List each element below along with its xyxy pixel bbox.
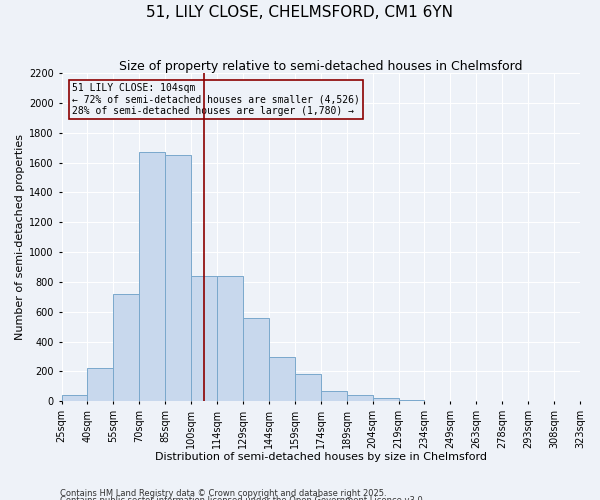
Bar xyxy=(269,356,295,402)
Text: 51 LILY CLOSE: 104sqm
← 72% of semi-detached houses are smaller (4,526)
28% of s: 51 LILY CLOSE: 104sqm ← 72% of semi-deta… xyxy=(72,83,360,116)
Bar xyxy=(295,374,321,402)
Bar xyxy=(139,152,165,402)
Bar xyxy=(398,400,424,402)
Bar xyxy=(88,368,113,402)
Y-axis label: Number of semi-detached properties: Number of semi-detached properties xyxy=(15,134,25,340)
Bar xyxy=(424,400,451,402)
Bar xyxy=(217,276,243,402)
Text: 51, LILY CLOSE, CHELMSFORD, CM1 6YN: 51, LILY CLOSE, CHELMSFORD, CM1 6YN xyxy=(146,5,454,20)
Bar xyxy=(243,318,269,402)
Bar xyxy=(113,294,139,402)
Text: Contains public sector information licensed under the Open Government Licence v3: Contains public sector information licen… xyxy=(60,496,425,500)
Text: Contains HM Land Registry data © Crown copyright and database right 2025.: Contains HM Land Registry data © Crown c… xyxy=(60,488,386,498)
Title: Size of property relative to semi-detached houses in Chelmsford: Size of property relative to semi-detach… xyxy=(119,60,523,73)
Bar xyxy=(62,396,88,402)
Bar xyxy=(165,155,191,402)
X-axis label: Distribution of semi-detached houses by size in Chelmsford: Distribution of semi-detached houses by … xyxy=(155,452,487,462)
Bar xyxy=(191,276,217,402)
Bar xyxy=(321,391,347,402)
Bar xyxy=(373,398,398,402)
Bar xyxy=(347,396,373,402)
